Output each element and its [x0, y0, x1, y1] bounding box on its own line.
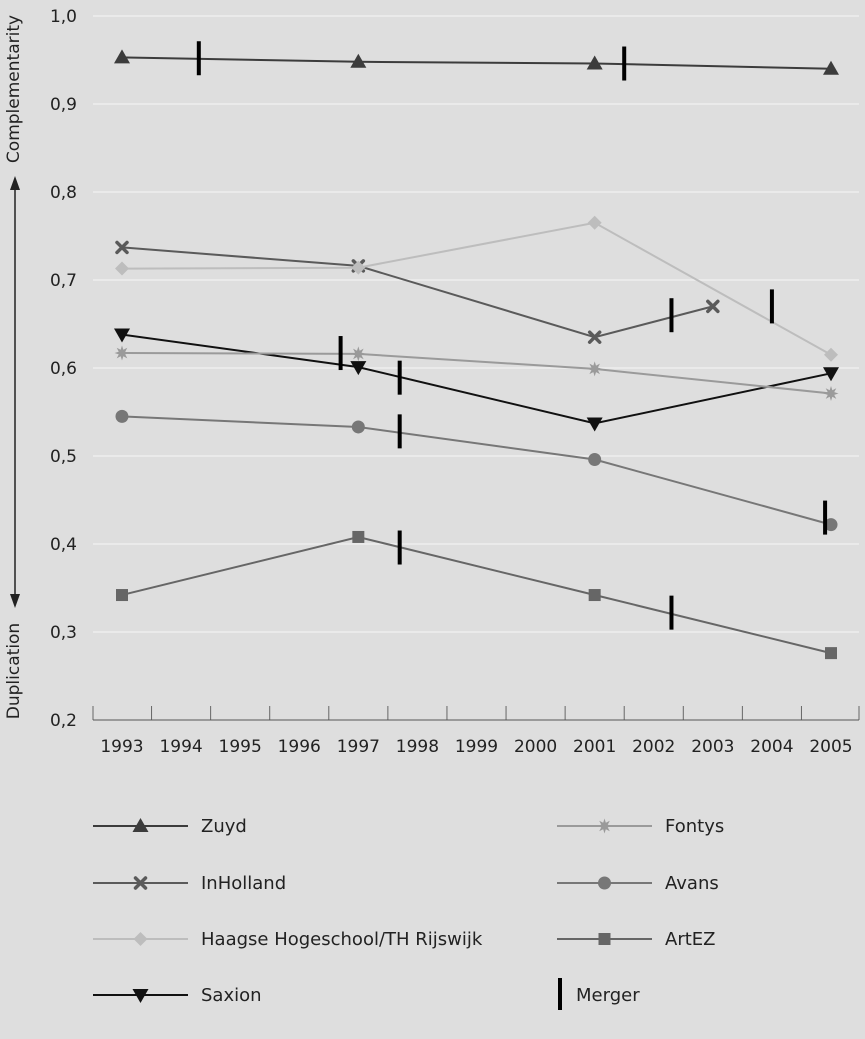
ylabel-top: Complementarity	[4, 15, 24, 163]
legend-label: Haagse Hogeschool/TH Rijswijk	[201, 929, 483, 950]
marker-triangle-up	[823, 60, 839, 75]
marker-star	[350, 346, 366, 362]
legend: Zuyd InHolland Haagse Hogeschool/TH Rijswi…	[93, 816, 724, 1010]
series-line	[121, 246, 714, 339]
marker-circle	[824, 518, 838, 532]
marker-square	[352, 530, 365, 543]
marker-circle	[588, 453, 602, 467]
y-tick-label: 1,0	[50, 7, 77, 27]
series-line	[121, 221, 832, 356]
marker-diamond	[351, 260, 366, 275]
legend-item: Saxion	[93, 985, 262, 1006]
marker-circle	[115, 409, 129, 423]
legend-label: Saxion	[201, 985, 262, 1006]
marker-triangle-up	[114, 49, 130, 64]
marker-triangle-up	[350, 53, 367, 68]
marker-circle	[598, 876, 611, 890]
legend-label: Avans	[665, 873, 719, 894]
y-tick-label: 0,9	[50, 95, 77, 115]
y-tick-label: 0,3	[50, 623, 77, 643]
marker-x	[706, 299, 720, 314]
marker-triangle-down	[114, 328, 130, 343]
marker-diamond	[824, 347, 838, 362]
y-tick-label: 0,7	[50, 271, 77, 291]
legend-label: Merger	[576, 985, 640, 1006]
marker-triangle-up	[132, 818, 149, 832]
marker-x	[587, 330, 602, 344]
marker-diamond	[133, 932, 148, 946]
marker-diamond	[587, 215, 602, 230]
marker-circle	[351, 420, 365, 434]
series-line	[121, 56, 832, 70]
x-tick-label: 1995	[219, 737, 262, 757]
y-tick-label: 0,5	[50, 447, 77, 467]
legend-item-merger: Merger	[558, 978, 640, 1010]
y-tick-label: 0,6	[50, 359, 77, 379]
series-layer	[114, 49, 839, 660]
legend-item: ArtEZ	[557, 929, 715, 950]
marker-diamond	[115, 261, 129, 276]
y-tick-label: 0,4	[50, 535, 77, 555]
marker-x	[115, 240, 129, 255]
legend-item: Haagse Hogeschool/TH Rijswijk	[93, 929, 483, 950]
marker-x	[133, 876, 148, 890]
x-tick-label: 2003	[691, 737, 734, 757]
legend-label: InHolland	[201, 873, 286, 894]
marker-triangle-down	[350, 361, 367, 376]
x-tick-label: 1996	[278, 737, 321, 757]
ylabel-bottom: Duplication	[4, 623, 24, 719]
series-avans	[115, 409, 838, 532]
series-fontys	[114, 345, 839, 402]
marker-triangle-down	[823, 367, 839, 382]
merger-layer	[196, 41, 828, 630]
legend-item: Fontys	[557, 816, 724, 837]
series-zuyd	[114, 49, 839, 75]
x-tick-label: 1999	[455, 737, 498, 757]
legend-item: Zuyd	[93, 816, 247, 837]
series-line	[121, 352, 832, 395]
x-tick-label: 2001	[573, 737, 616, 757]
direction-arrow	[10, 176, 20, 608]
x-tick-label: 1994	[159, 737, 202, 757]
x-tick-label: 1993	[100, 737, 143, 757]
x-tick-label: 2005	[809, 737, 852, 757]
marker-triangle-down	[132, 989, 149, 1003]
y-tick-label: 0,8	[50, 183, 77, 203]
legend-label: ArtEZ	[665, 929, 715, 950]
series-saxion	[114, 328, 839, 432]
legend-item: InHolland	[93, 873, 286, 894]
x-tick-label: 2004	[750, 737, 793, 757]
legend-label: Fontys	[665, 816, 724, 837]
legend-label: Zuyd	[201, 816, 247, 837]
marker-triangle-up	[586, 55, 603, 70]
legend-item: Avans	[557, 873, 719, 894]
series-line	[121, 415, 832, 526]
x-tick-label: 1997	[337, 737, 380, 757]
x-tick-label: 2002	[632, 737, 675, 757]
x-tick-label: 1998	[396, 737, 439, 757]
marker-star	[114, 345, 130, 361]
x-axis-ticks	[92, 706, 860, 720]
y-tick-label: 0,2	[50, 711, 77, 731]
marker-star	[587, 361, 603, 377]
x-tick-label: 2000	[514, 737, 557, 757]
y-axis-tick-labels: 0,2 0,3 0,4 0,5 0,6 0,7 0,8 0,9 1,0	[50, 7, 77, 731]
marker-square	[825, 647, 837, 660]
marker-square	[588, 589, 601, 602]
gridlines	[93, 15, 859, 633]
series-artez	[116, 530, 837, 660]
marker-star	[823, 386, 839, 402]
marker-star	[597, 818, 612, 834]
series-line	[121, 535, 832, 655]
marker-square	[598, 933, 611, 945]
series-haagse-hogeschool-th-rijswijk	[115, 215, 838, 362]
series-line	[121, 333, 832, 425]
marker-triangle-down	[586, 417, 603, 432]
x-axis-tick-labels: 1993 1994 1995 1996 1997 1998 1999 2000 2001 2002…	[100, 737, 852, 757]
marker-square	[116, 589, 128, 602]
